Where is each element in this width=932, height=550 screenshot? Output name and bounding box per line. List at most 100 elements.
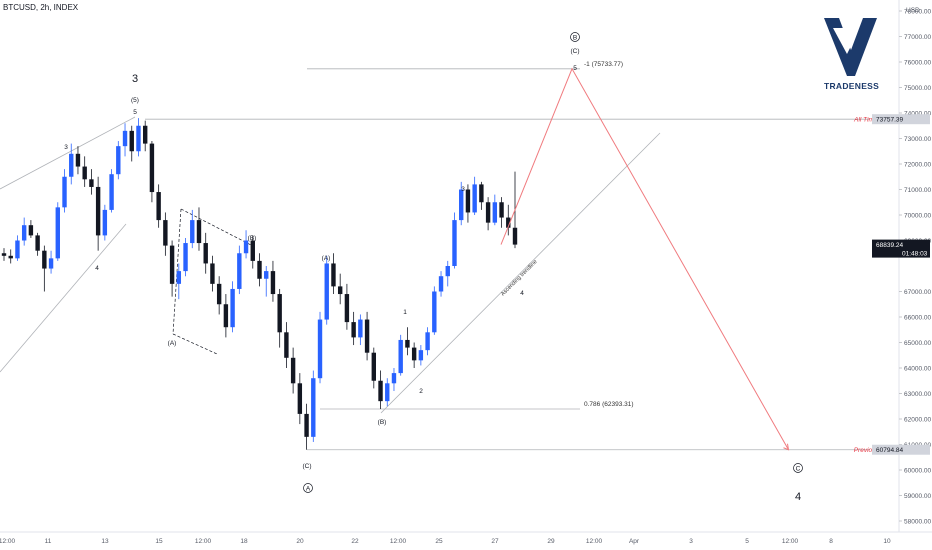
- wave-label: (5): [131, 97, 139, 104]
- y-tick-label: 63000.00: [904, 391, 931, 398]
- candle-body: [82, 166, 87, 180]
- x-tick-label: 15: [155, 538, 163, 545]
- wave-circle: [303, 483, 313, 493]
- candle-body: [21, 225, 27, 241]
- candle-body: [122, 130, 128, 147]
- candle-body: [512, 227, 518, 245]
- x-tick-label: 13: [101, 538, 109, 545]
- candle-body: [169, 245, 175, 284]
- candle-body: [499, 202, 504, 218]
- x-tick-label: Apr: [629, 538, 640, 545]
- wave-label: (C): [570, 48, 579, 55]
- candle-body: [304, 413, 309, 437]
- candle-body: [492, 202, 498, 223]
- y-tick-label: 71000.00: [904, 187, 931, 194]
- price-tag: [872, 239, 930, 258]
- candle-body: [142, 125, 148, 144]
- candle-body: [210, 263, 215, 284]
- candle-body: [452, 220, 457, 266]
- wave-label: 3: [461, 186, 465, 193]
- candle-body: [35, 235, 40, 251]
- candle-body: [55, 207, 60, 259]
- candle-body: [183, 243, 188, 272]
- candle-body: [136, 125, 141, 152]
- candle-body: [358, 319, 363, 338]
- candle-body: [371, 352, 377, 381]
- wave-label: (A): [168, 340, 177, 347]
- y-tick-label: 58000.00: [904, 518, 931, 525]
- candle-body: [311, 378, 316, 437]
- candle-body: [196, 220, 202, 244]
- x-tick-label: 10: [883, 538, 891, 545]
- candle-body: [344, 294, 350, 323]
- candle-body: [465, 189, 471, 213]
- x-tick-label: 12:00: [782, 538, 799, 545]
- candle-body: [331, 263, 336, 287]
- candle-body: [459, 189, 464, 221]
- candle-body: [176, 271, 182, 284]
- y-tick-label: 62000.00: [904, 416, 931, 423]
- candle-body: [485, 202, 491, 223]
- candle-body: [351, 322, 356, 338]
- candle-body: [223, 304, 229, 328]
- price-tag: [872, 444, 930, 455]
- x-tick-label: 29: [547, 538, 555, 545]
- wave-circle: [793, 463, 803, 473]
- wave-label-major: 4: [795, 491, 801, 503]
- level-label: -1 (75733.77): [584, 61, 623, 68]
- candle-body: [445, 266, 450, 277]
- price-tag-label: 73757.39: [876, 116, 903, 123]
- y-tick-label: 64000.00: [904, 365, 931, 372]
- candle-body: [290, 357, 296, 384]
- wave-circle: [570, 32, 580, 42]
- wave-label: (C): [302, 463, 311, 470]
- x-tick-label: 8: [829, 538, 833, 545]
- candle-body: [391, 373, 397, 384]
- y-tick-label: 73000.00: [904, 136, 931, 143]
- x-tick-label: 12:00: [390, 538, 407, 545]
- candle-body: [237, 253, 242, 289]
- candle-body: [297, 383, 303, 414]
- candle-body: [257, 260, 262, 279]
- candle-body: [479, 184, 484, 203]
- wave-label: (A): [322, 255, 331, 262]
- wave-label: 4: [520, 290, 524, 297]
- candle-body: [48, 258, 54, 269]
- x-tick-label: 18: [240, 538, 248, 545]
- wave-label: 4: [95, 265, 99, 272]
- wave-label-circled: B: [573, 34, 577, 41]
- candle-body: [270, 271, 276, 295]
- wave-label-circled: A: [306, 485, 311, 492]
- candle-body: [190, 220, 195, 244]
- candle-body: [438, 276, 444, 292]
- projection-path: [500, 67, 789, 450]
- candle-body: [15, 240, 20, 259]
- candle-body: [418, 350, 424, 361]
- candle-body: [230, 288, 235, 328]
- y-tick-label: 70000.00: [904, 212, 931, 219]
- candle-body: [385, 383, 390, 402]
- ascending-trendline: [380, 132, 661, 414]
- wave-label-circled: C: [796, 465, 801, 472]
- wave-label: 1: [403, 309, 407, 316]
- x-tick-label: 3: [689, 538, 693, 545]
- candle-body: [102, 209, 108, 236]
- candle-body: [116, 146, 121, 175]
- y-tick-label: 75000.00: [904, 85, 931, 92]
- candle-body: [337, 286, 343, 295]
- y-tick-label: 59000.00: [904, 493, 931, 500]
- brand-name: TRADENESS: [824, 81, 880, 91]
- price-tag-timer: 01:48:03: [902, 251, 928, 258]
- y-tick-label: 72000.00: [904, 161, 931, 168]
- upper-channel-line: [0, 116, 136, 190]
- candle-body: [432, 291, 437, 333]
- projection-arrowhead: [783, 443, 790, 451]
- currency-label: USD: [906, 7, 920, 14]
- y-tick-label: 76000.00: [904, 59, 931, 66]
- candle-body: [156, 192, 161, 221]
- symbol-title: BTCUSD, 2h, INDEX: [3, 3, 79, 12]
- candle-body: [243, 240, 249, 254]
- candle-body: [284, 332, 289, 358]
- candle-body: [324, 263, 329, 320]
